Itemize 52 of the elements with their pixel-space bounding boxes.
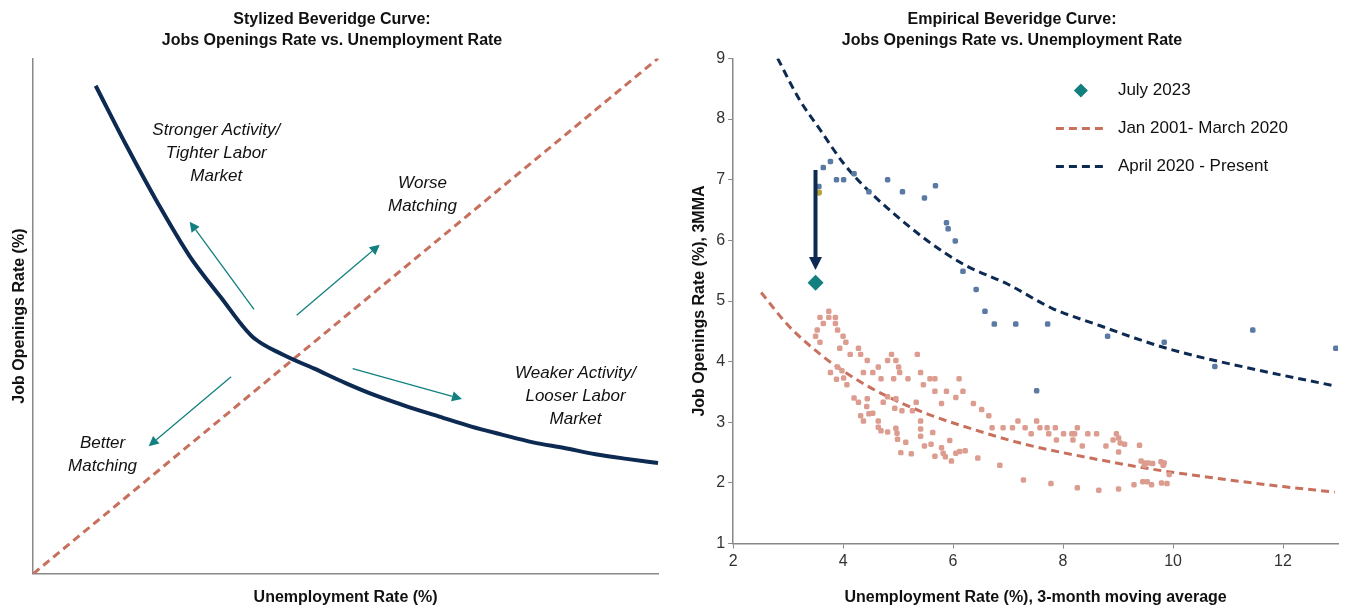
point [973, 286, 979, 293]
legend-label: Jan 2001- March 2020 [1117, 118, 1288, 138]
point [1104, 333, 1111, 339]
point [960, 268, 966, 275]
y-tick-label: 3 [716, 412, 726, 430]
point [921, 195, 928, 201]
legend-label: July 2023 [1117, 80, 1191, 100]
point [982, 308, 988, 315]
point [866, 189, 872, 195]
point [1033, 388, 1040, 394]
point [1250, 327, 1256, 333]
y-tick-label: 5 [716, 291, 726, 309]
point [932, 183, 939, 189]
y-tick-label: 9 [716, 48, 726, 66]
annotation: Stronger Activity/ Tighter Labor Market [152, 120, 283, 186]
annotation: Weaker Activity/ Looser Labor Market [515, 362, 639, 428]
point [991, 321, 998, 327]
y-tick-label: 7 [716, 170, 726, 188]
point [1044, 321, 1051, 327]
point [943, 220, 950, 226]
chart-subtitle: Jobs Openings Rate vs. Unemployment Rate [841, 31, 1183, 49]
x-tick-label: 4 [838, 551, 848, 569]
point [1161, 339, 1167, 345]
y-tick-label: 1 [716, 534, 726, 552]
y-axis-title: Job Openings Rate (%) [10, 228, 28, 404]
point [945, 226, 951, 232]
annotation: Worse Matching [387, 173, 458, 216]
point [899, 189, 906, 195]
legend-label: April 2020 - Present [1117, 156, 1269, 176]
x-axis-title: Unemployment Rate (%), 3-month moving average [844, 587, 1227, 605]
chart-title: Empirical Beveridge Curve: [907, 10, 1117, 28]
point [952, 238, 959, 244]
point [851, 170, 857, 177]
y-tick-label: 2 [716, 473, 726, 491]
point [807, 274, 824, 291]
y-tick-label: 8 [716, 109, 726, 127]
x-tick-label: 10 [1164, 551, 1183, 569]
x-tick-label: 2 [728, 551, 738, 569]
y-axis-title: Job Openings Rate (%), 3MMA [690, 184, 708, 417]
x-tick-label: 12 [1274, 551, 1293, 569]
point [1333, 345, 1338, 352]
y-tick-label: 4 [716, 352, 726, 370]
point [1013, 321, 1019, 327]
point [1212, 363, 1218, 370]
line-series [759, 291, 1337, 494]
chart-subtitle: Jobs Openings Rate vs. Unemployment Rate [161, 31, 503, 49]
x-axis-title: Unemployment Rate (%) [253, 587, 438, 605]
x-tick-label: 6 [948, 551, 958, 569]
chart-title: Stylized Beveridge Curve: [233, 10, 431, 28]
y-tick-label: 6 [716, 230, 726, 248]
annotation: Better Matching [68, 433, 138, 476]
x-tick-label: 8 [1058, 551, 1068, 569]
